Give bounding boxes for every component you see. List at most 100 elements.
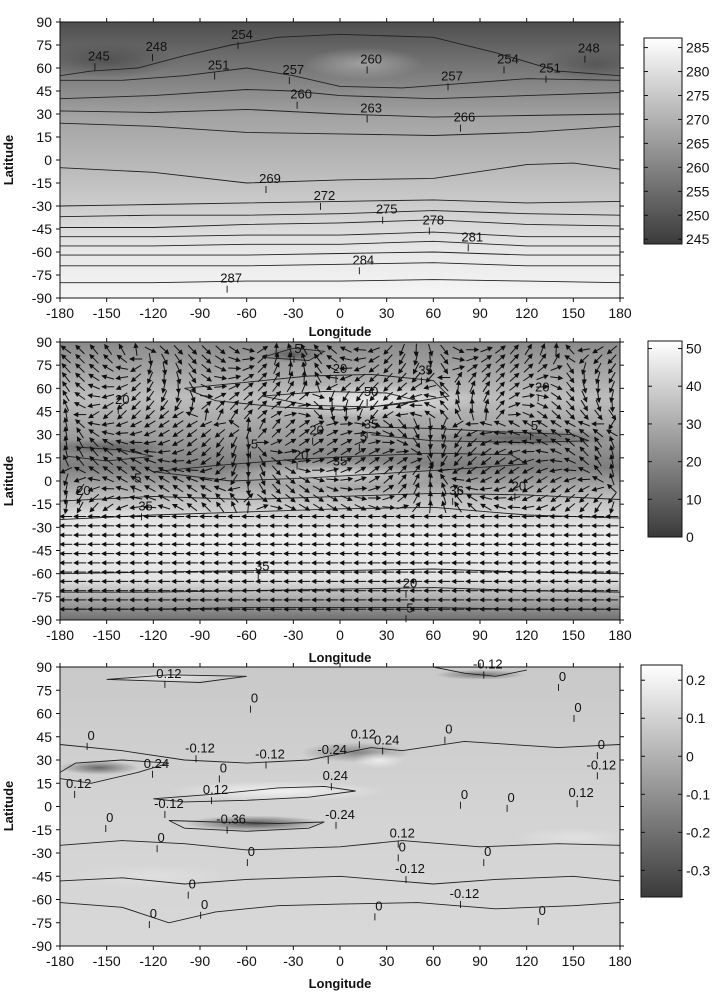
wind-arrow-head xyxy=(231,461,237,468)
wind-arrow-head xyxy=(513,372,520,379)
shading-blob xyxy=(220,459,460,488)
wind-arrow-head xyxy=(276,497,282,503)
wind-arrow-head xyxy=(549,523,555,529)
wind-arrow-head xyxy=(361,439,367,445)
y-tick-label: 75 xyxy=(36,37,52,53)
wind-arrow-head xyxy=(203,407,210,414)
wind-arrow-head xyxy=(515,411,522,418)
wind-arrow-head xyxy=(543,393,550,400)
wind-arrow-head xyxy=(485,372,491,378)
wind-arrow-head xyxy=(451,587,457,594)
wind-arrow-head xyxy=(318,438,325,444)
wind-arrow-head xyxy=(60,550,65,557)
wind-arrow-head xyxy=(451,523,457,529)
y-tick-label: -15 xyxy=(32,496,52,512)
wind-arrow-head xyxy=(206,385,213,391)
wind-arrow-head xyxy=(535,458,541,464)
wind-arrow-head xyxy=(143,587,149,594)
wind-arrow-head xyxy=(261,363,268,369)
wind-arrow-head xyxy=(171,532,177,538)
wind-arrow-head xyxy=(564,355,571,361)
wind-arrow-head xyxy=(277,505,284,511)
wind-arrow-head xyxy=(465,597,471,603)
wind-arrow-head xyxy=(129,541,135,547)
wind-arrow-head xyxy=(395,560,401,566)
contour-label: 0 xyxy=(445,722,452,737)
wind-arrow-head xyxy=(550,496,557,503)
wind-arrow-head xyxy=(402,456,409,463)
wind-arrow-head xyxy=(437,513,443,520)
contour-label: 0.12 xyxy=(390,826,415,841)
wind-arrow-head xyxy=(415,501,421,508)
wind-arrow-head xyxy=(521,429,528,435)
wind-arrow-head xyxy=(157,587,163,594)
contour-line xyxy=(60,740,620,764)
wind-arrow-head xyxy=(395,597,401,603)
wind-arrow-head xyxy=(320,467,326,473)
wind-arrow-head xyxy=(577,420,584,426)
wind-arrow-head xyxy=(88,373,94,379)
wind-arrow-head xyxy=(247,391,254,397)
wind-arrow-head xyxy=(423,578,429,585)
wind-arrow-head xyxy=(185,597,191,603)
wind-arrow-head xyxy=(513,363,520,369)
wind-arrow-head xyxy=(340,386,347,392)
contour-label: 20 xyxy=(403,576,417,591)
wind-arrow-head xyxy=(465,523,471,529)
wind-arrow-head xyxy=(388,422,394,429)
wind-arrow-head xyxy=(311,569,317,575)
contour-label: 0 xyxy=(106,810,113,825)
wind-arrow-head xyxy=(143,440,149,446)
wind-arrow-head xyxy=(396,394,402,400)
x-tick-label: 180 xyxy=(608,953,632,969)
wind-arrow-head xyxy=(465,550,471,557)
wind-arrow-head xyxy=(367,578,373,585)
wind-arrow-head xyxy=(528,383,535,389)
wind-arrow-head xyxy=(130,376,137,383)
wind-arrow-head xyxy=(291,448,298,454)
wind-arrow-head xyxy=(129,504,135,511)
wind-arrow-head xyxy=(569,395,575,402)
x-tick-label: -30 xyxy=(283,953,303,969)
wind-arrow-head xyxy=(353,523,359,529)
wind-arrow-head xyxy=(507,587,513,594)
wind-arrow-head xyxy=(480,460,487,466)
shading-blob xyxy=(353,752,404,768)
wind-arrow-head xyxy=(353,346,359,353)
wind-arrow-head xyxy=(451,606,457,612)
contour-line xyxy=(60,251,620,256)
wind-arrow-head xyxy=(130,367,136,372)
wind-arrow-head xyxy=(535,578,541,585)
wind-arrow-head xyxy=(439,390,445,397)
wind-arrow-head xyxy=(318,448,325,454)
wind-arrow-head xyxy=(474,347,480,353)
wind-arrow-head xyxy=(311,560,317,566)
wind-arrow-head xyxy=(389,494,395,500)
wind-arrow-head xyxy=(60,606,65,612)
wind-arrow-head xyxy=(143,431,150,437)
wind-arrow-head xyxy=(206,400,212,407)
wind-arrow-head xyxy=(399,350,405,357)
wind-arrow-head xyxy=(144,422,150,428)
wind-arrow-head xyxy=(143,448,149,455)
wind-arrow-head xyxy=(171,504,178,509)
wind-arrow-head xyxy=(609,444,615,451)
wind-arrow-head xyxy=(469,398,475,404)
wind-arrow-head xyxy=(361,430,368,436)
contour-label: 0 xyxy=(150,906,157,921)
wind-arrow-head xyxy=(611,414,617,421)
wind-arrow-head xyxy=(521,458,528,465)
wind-arrow-head xyxy=(591,587,597,594)
wind-arrow-head xyxy=(466,469,473,475)
contour-line xyxy=(60,122,620,136)
wind-arrow-head xyxy=(563,457,570,463)
wind-arrow-head xyxy=(427,369,433,376)
wind-vector-field xyxy=(60,342,619,612)
wind-arrow-head xyxy=(395,412,401,418)
wind-arrow-head xyxy=(508,468,514,474)
wind-arrow-head xyxy=(499,399,505,406)
wind-arrow-head xyxy=(367,606,373,612)
wind-arrow-head xyxy=(480,503,486,509)
wind-arrow-head xyxy=(591,421,597,427)
wind-arrow-head xyxy=(102,364,108,370)
